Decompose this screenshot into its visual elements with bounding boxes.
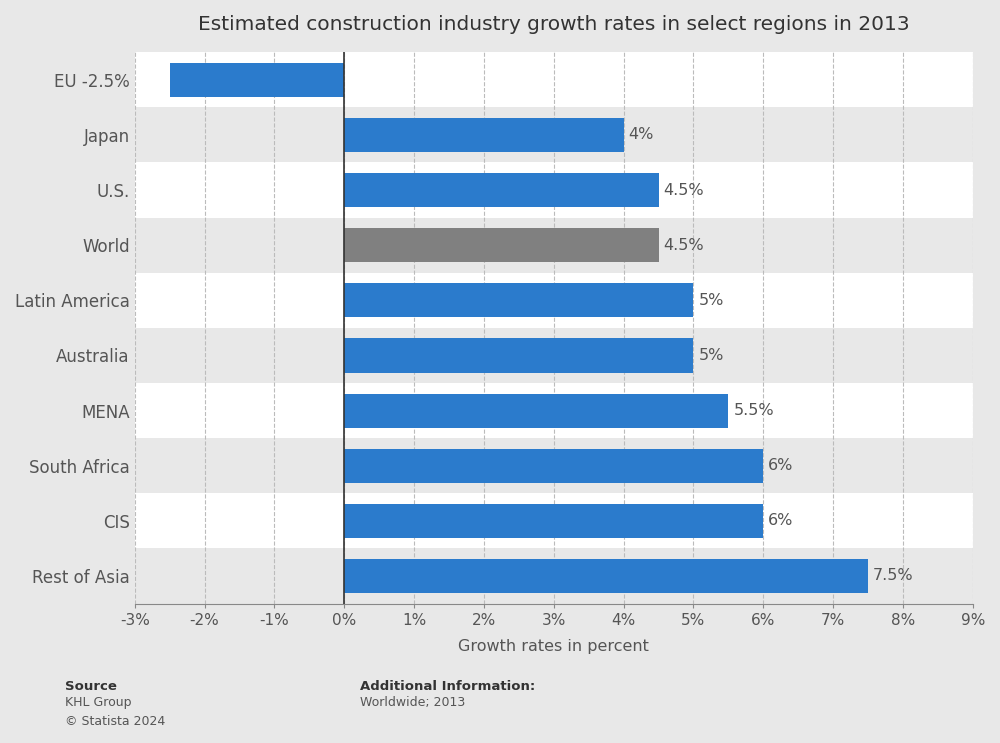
Text: 4.5%: 4.5% bbox=[663, 183, 704, 198]
Bar bbox=[170, 62, 344, 97]
Text: 5%: 5% bbox=[698, 293, 724, 308]
Text: KHL Group
© Statista 2024: KHL Group © Statista 2024 bbox=[65, 696, 165, 728]
Bar bbox=[135, 493, 973, 548]
Text: 5%: 5% bbox=[698, 348, 724, 363]
Text: 7.5%: 7.5% bbox=[873, 568, 914, 583]
Bar bbox=[135, 163, 973, 218]
Bar bbox=[344, 283, 693, 317]
Text: 4.5%: 4.5% bbox=[663, 238, 704, 253]
Bar bbox=[344, 118, 624, 152]
Bar bbox=[344, 338, 693, 372]
Bar bbox=[344, 449, 763, 483]
Bar bbox=[344, 394, 728, 428]
Bar bbox=[344, 559, 868, 593]
Bar bbox=[135, 383, 973, 438]
Text: 6%: 6% bbox=[768, 513, 794, 528]
Text: 4%: 4% bbox=[629, 127, 654, 143]
Bar bbox=[344, 173, 659, 207]
X-axis label: Growth rates in percent: Growth rates in percent bbox=[458, 639, 649, 654]
Text: Additional Information:: Additional Information: bbox=[360, 680, 535, 692]
Title: Estimated construction industry growth rates in select regions in 2013: Estimated construction industry growth r… bbox=[198, 15, 910, 34]
Text: 5.5%: 5.5% bbox=[733, 403, 774, 418]
Text: Worldwide; 2013: Worldwide; 2013 bbox=[360, 696, 465, 709]
Bar bbox=[135, 273, 973, 328]
Text: Source: Source bbox=[65, 680, 117, 692]
Bar bbox=[344, 504, 763, 538]
Bar bbox=[344, 228, 659, 262]
Text: 6%: 6% bbox=[768, 458, 794, 473]
Bar bbox=[135, 52, 973, 107]
